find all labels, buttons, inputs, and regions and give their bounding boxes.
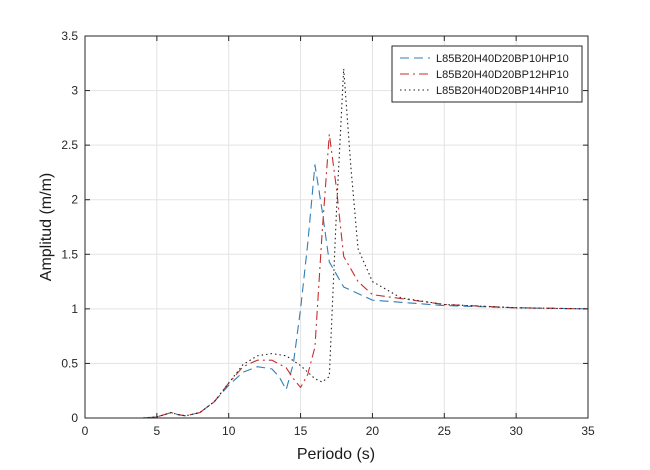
legend-label-1: L85B20H40D20BP10HP10	[436, 53, 569, 65]
legend: L85B20H40D20BP10HP10 L85B20H40D20BP12HP10…	[391, 45, 583, 103]
y-tick-label: 3	[71, 84, 78, 98]
x-tick-label: 15	[294, 424, 308, 438]
ticks: 0 5 10 15 20 25 30 35 0 0.5 1 1.5 2 2.5 3 3.5	[61, 29, 595, 438]
x-tick-label: 20	[366, 424, 380, 438]
x-tick-label: 35	[581, 424, 595, 438]
x-tick-label: 30	[509, 424, 523, 438]
y-axis-label: Amplitud (m/m)	[38, 173, 55, 281]
series-group	[120, 68, 589, 419]
y-tick-label: 2	[71, 193, 78, 207]
y-tick-label: 0	[71, 411, 78, 425]
y-tick-label: 1.5	[61, 247, 78, 261]
x-tick-label: 10	[222, 424, 236, 438]
plot-frame	[84, 35, 589, 419]
y-tick-label: 1	[71, 302, 78, 316]
x-tick-label: 5	[154, 424, 161, 438]
x-tick-label: 25	[438, 424, 452, 438]
y-tick-label: 3.5	[61, 29, 78, 43]
series-line-2	[120, 133, 589, 419]
y-tick-label: 2.5	[61, 138, 78, 152]
x-axis-label: Periodo (s)	[297, 446, 375, 463]
x-tick-label: 0	[82, 424, 89, 438]
y-tick-label: 0.5	[61, 356, 78, 370]
series-line-1	[120, 164, 589, 419]
legend-label-3: L85B20H40D20BP14HP10	[436, 85, 569, 97]
legend-label-2: L85B20H40D20BP12HP10	[436, 69, 569, 81]
